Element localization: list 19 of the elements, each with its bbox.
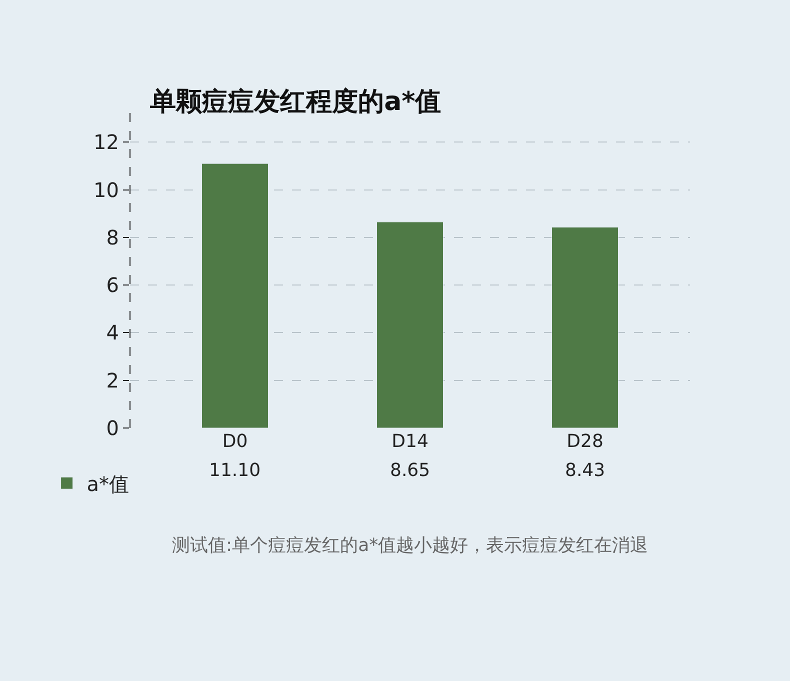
data-label: 11.10 [209,460,261,481]
x-tick-label: D28 [566,431,604,452]
y-tick-label: 0 [106,416,119,440]
y-tick-label: 2 [106,368,119,392]
y-tick-label: 4 [106,320,119,345]
bar [376,222,444,428]
y-tick-label: 6 [106,273,119,298]
text: 测试值:单个痘痘发红的a*值越小越好，表示痘痘发红在消退 [172,535,648,556]
data-label: 8.65 [390,460,430,481]
x-tick-label: D0 [222,431,248,452]
bar [202,163,268,428]
y-tick-label: 10 [94,178,119,202]
y-tick-label: 8 [106,225,119,250]
x-tick-label: D14 [392,431,428,452]
bar [552,226,618,428]
y-tick-label: 12 [94,130,119,154]
legend-label: a*值 [86,472,130,496]
chart-title: 单颗痘痘发红程度的a*值 [149,87,442,118]
data-label: 8.43 [565,460,606,481]
